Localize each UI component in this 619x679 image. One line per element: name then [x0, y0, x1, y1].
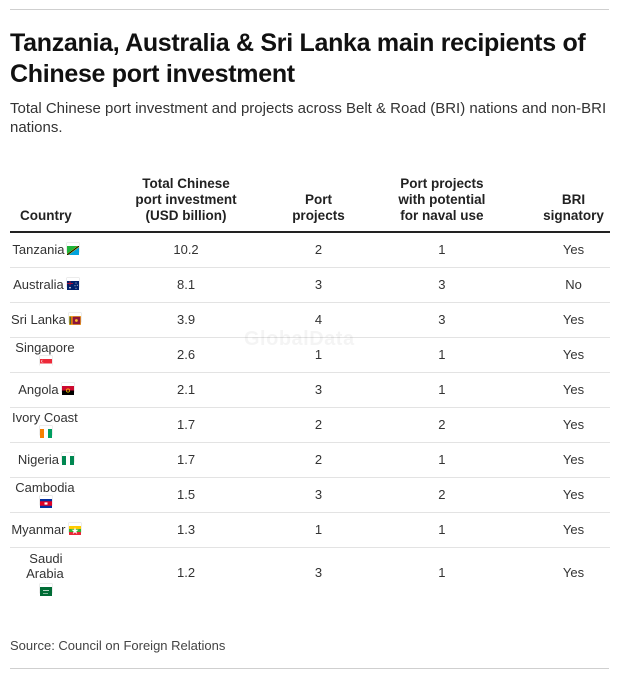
cambodia-flag-icon [40, 496, 53, 508]
investment-cell: 8.1 [81, 267, 291, 303]
country-name: Singapore [15, 339, 75, 355]
country-name: Tanzania [12, 242, 65, 258]
investment-cell: 1.5 [81, 477, 291, 513]
country-name: Nigeria [17, 452, 60, 467]
country-name: Myanmar [11, 522, 66, 537]
investment-table: Country Total Chinese port investment (USD… [10, 176, 610, 597]
bri-signatory-cell: Yes [537, 477, 610, 513]
country-cell: Cambodia [10, 477, 82, 513]
tanzania-flag-icon [67, 243, 80, 256]
investment-cell: 2.1 [81, 372, 291, 408]
country-cell: Australia [10, 267, 82, 303]
investment-cell: 10.2 [81, 232, 291, 268]
naval-use-cell: 3 [346, 302, 538, 338]
table-row: Angola 2.1 3 1 Yes [10, 372, 610, 408]
country-name: Cambodia [15, 479, 75, 495]
column-header-investment: Total Chinese port investment (USD billion… [81, 176, 291, 233]
port-projects-cell: 1 [290, 337, 347, 373]
port-projects-cell: 2 [290, 407, 347, 443]
investment-cell: 3.9 [81, 302, 291, 338]
table-row: Myanmar 1.3 1 1 Yes [10, 512, 610, 548]
investment-cell: 1.7 [81, 442, 291, 478]
sri-lanka-flag-icon [68, 313, 81, 325]
source-note: Source: Council on Foreign Relations [10, 638, 226, 653]
table-row: Cambodia 1.5 3 2 Yes [10, 477, 610, 513]
bri-signatory-cell: Yes [537, 302, 610, 338]
naval-use-cell: 1 [346, 442, 538, 478]
naval-use-cell: 1 [346, 232, 538, 268]
bri-signatory-cell: Yes [537, 337, 610, 373]
naval-use-cell: 1 [346, 337, 538, 373]
bri-signatory-cell: Yes [562, 564, 585, 580]
bri-signatory-cell: Yes [537, 512, 610, 548]
naval-use-cell: 2 [346, 407, 538, 443]
investment-cell: 2.6 [81, 337, 291, 373]
bri-signatory-cell: Yes [537, 442, 610, 478]
port-projects-cell: 2 [290, 232, 347, 268]
naval-use-cell: 1 [346, 372, 538, 408]
saudi-arabia-flag-icon [39, 584, 52, 597]
top-divider [10, 9, 609, 10]
port-projects-cell: 3 [290, 372, 347, 408]
country-cell: Myanmar [10, 512, 82, 548]
ivory-coast-flag-icon [40, 426, 53, 438]
country-cell: Ivory Coast [10, 407, 82, 443]
country-cell: Sri Lanka [10, 302, 82, 338]
country-cell: Nigeria [10, 442, 82, 478]
bri-signatory-cell: No [537, 267, 610, 303]
myanmar-flag-icon [68, 523, 81, 535]
country-cell: Saudi Arabia [10, 547, 82, 597]
table-row: Saudi Arabia 1.2 3 1 Yes [10, 547, 610, 597]
port-projects-cell: 1 [290, 512, 347, 548]
naval-use-cell: 2 [346, 477, 538, 513]
port-projects-cell: 2 [290, 442, 347, 478]
investment-cell: 1.7 [81, 407, 291, 443]
naval-use-cell: 3 [346, 267, 538, 303]
port-projects-cell: 3 [290, 477, 347, 513]
table-body: Tanzania 10.2 2 1 Yes Australia 8.1 3 3 No Sri Lan… [10, 232, 610, 597]
country-cell: Singapore [10, 337, 82, 373]
port-projects-cell: 3 [314, 564, 323, 580]
table-row: Tanzania 10.2 2 1 Yes [10, 232, 610, 268]
column-header-naval-use: Port projects with potential for naval use [346, 176, 538, 233]
country-name: Angola [18, 382, 59, 397]
naval-use-cell: 1 [346, 512, 538, 548]
table-row: Australia 8.1 3 3 No [10, 267, 610, 303]
column-header-port-projects: Port projects [290, 176, 347, 233]
country-cell: Tanzania [10, 232, 82, 268]
investment-cell: 1.3 [81, 512, 291, 548]
watermark: GlobalData [244, 328, 355, 351]
bottom-divider [10, 668, 609, 669]
chart-subtitle: Total Chinese port investment and projec… [10, 100, 607, 136]
table-row: Singapore 2.6 1 1 Yes [10, 337, 610, 373]
bri-signatory-cell: Yes [537, 407, 610, 443]
table-row: Ivory Coast 1.7 2 2 Yes [10, 407, 610, 443]
table-row: Sri Lanka 3.9 4 3 Yes [10, 302, 610, 338]
country-name: Saudi Arabia [26, 551, 64, 582]
country-cell: Angola [10, 372, 82, 408]
bri-signatory-cell: Yes [537, 372, 610, 408]
country-name: Ivory Coast [12, 409, 78, 425]
chart-title: Tanzania, Australia & Sri Lanka main rec… [10, 29, 586, 88]
singapore-flag-icon [40, 356, 53, 368]
port-projects-cell: 3 [290, 267, 347, 303]
nigeria-flag-icon [62, 453, 75, 465]
angola-flag-icon [61, 383, 74, 395]
port-projects-cell: 4 [290, 302, 347, 338]
australia-flag-icon [66, 278, 79, 290]
country-name: Sri Lanka [10, 312, 66, 327]
column-header-country: Country [10, 176, 82, 233]
table-header-row: Country Total Chinese port investment (USD… [10, 176, 610, 233]
column-header-bri-signatory: BRI signatory [537, 176, 610, 233]
country-name: Australia [13, 277, 64, 292]
table-row: Nigeria 1.7 2 1 Yes [10, 442, 610, 478]
bri-signatory-cell: Yes [537, 232, 610, 268]
naval-use-cell: 1 [438, 564, 446, 580]
investment-cell: 1.2 [176, 564, 196, 580]
